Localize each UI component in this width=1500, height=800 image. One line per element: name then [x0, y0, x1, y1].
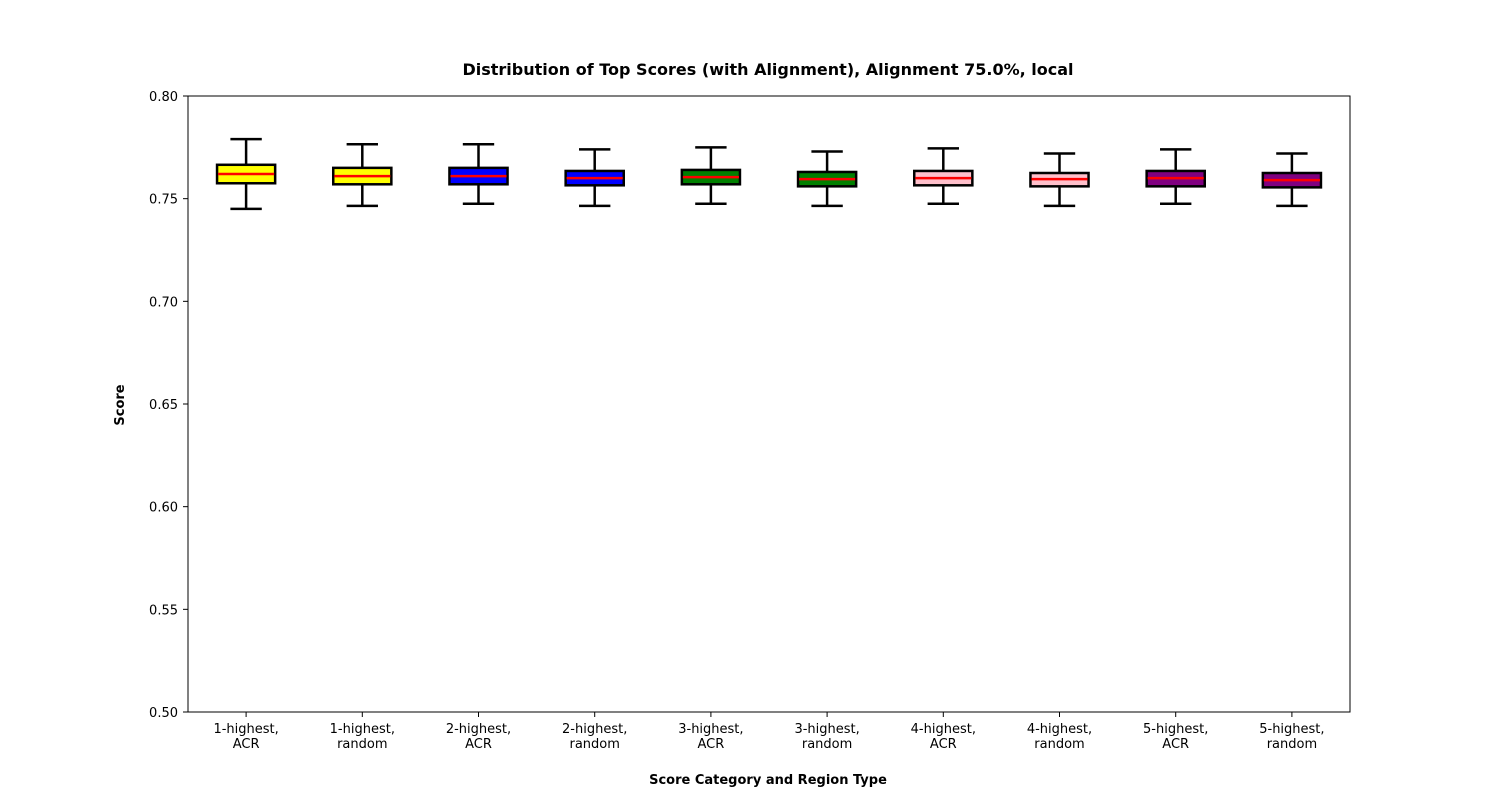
- y-axis-label: Score: [113, 384, 128, 425]
- x-tick-label: 1-highest,: [213, 722, 278, 737]
- x-tick-label: 5-highest,: [1143, 722, 1208, 737]
- box-8: [1029, 152, 1090, 208]
- y-axis: 0.50 0.55 0.60 0.65 0.70 0.75 0.80: [149, 90, 188, 721]
- x-tick-label: 5-highest,: [1259, 722, 1324, 737]
- x-tick-label: 3-highest,: [794, 722, 859, 737]
- box-7: [913, 147, 974, 206]
- x-tick-label: 2-highest,: [562, 722, 627, 737]
- x-tick-label: 4-highest,: [1027, 722, 1092, 737]
- y-tick-label: 0.80: [149, 90, 178, 105]
- box-9: [1145, 148, 1207, 206]
- x-tick-label: random: [337, 737, 387, 752]
- y-tick-label: 0.65: [149, 398, 178, 413]
- x-axis: 1-highest,ACR1-highest,random2-highest,A…: [213, 712, 1325, 752]
- x-tick-label: 1-highest,: [330, 722, 395, 737]
- x-tick-label: 2-highest,: [446, 722, 511, 737]
- y-tick-label: 0.55: [149, 603, 178, 618]
- x-axis-label: Score Category and Region Type: [649, 773, 887, 788]
- box-1: [215, 137, 277, 211]
- box-10: [1261, 152, 1323, 208]
- box-5: [680, 146, 742, 206]
- x-tick-label: 3-highest,: [678, 722, 743, 737]
- chart-title: Distribution of Top Scores (with Alignme…: [462, 60, 1073, 79]
- x-tick-label: 4-highest,: [911, 722, 976, 737]
- y-tick-label: 0.70: [149, 295, 178, 310]
- x-tick-label: random: [569, 737, 619, 752]
- y-tick-label: 0.50: [149, 706, 178, 721]
- x-tick-label: random: [1267, 737, 1317, 752]
- y-tick-label: 0.60: [149, 501, 178, 516]
- x-tick-label: random: [1034, 737, 1084, 752]
- y-tick-label: 0.75: [149, 193, 178, 208]
- x-tick-label: ACR: [930, 737, 957, 752]
- x-tick-label: ACR: [698, 737, 725, 752]
- x-tick-label: ACR: [465, 737, 492, 752]
- x-tick-label: ACR: [1162, 737, 1189, 752]
- box-4: [564, 148, 626, 208]
- box-6: [796, 150, 858, 208]
- box-2: [332, 143, 393, 208]
- box-3: [448, 143, 509, 206]
- x-tick-label: random: [802, 737, 852, 752]
- boxes-group: [215, 137, 1323, 211]
- x-tick-label: ACR: [233, 737, 260, 752]
